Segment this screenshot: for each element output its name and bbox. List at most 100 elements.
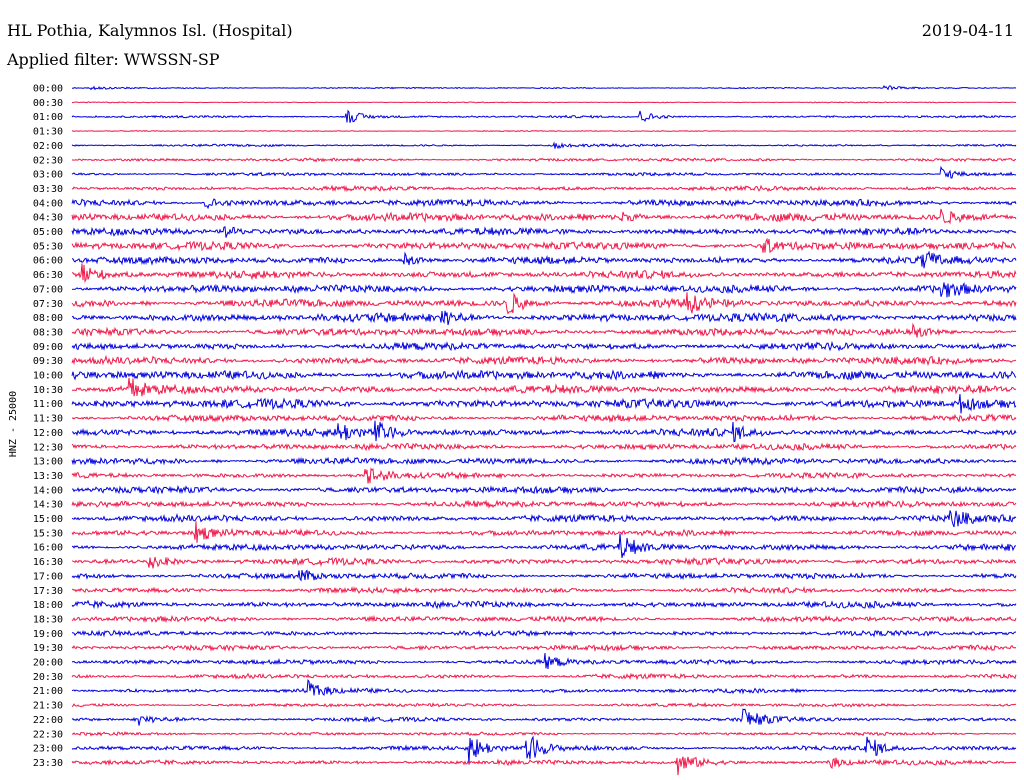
record-date: 2019-04-11 bbox=[921, 21, 1014, 40]
row-time-label: 20:30 bbox=[33, 672, 63, 683]
trace-line bbox=[71, 599, 1017, 610]
row-time-label: 14:30 bbox=[33, 500, 63, 511]
trace-line bbox=[71, 340, 1017, 352]
trace-line bbox=[71, 109, 1017, 123]
row-time-label: 04:00 bbox=[33, 198, 63, 209]
trace-line bbox=[71, 467, 1016, 484]
trace-line bbox=[71, 629, 1017, 638]
row-time-label: 00:30 bbox=[33, 98, 63, 109]
row-time-label: 10:30 bbox=[33, 385, 63, 396]
row-time-label: 21:30 bbox=[33, 701, 63, 712]
trace-line bbox=[71, 756, 1017, 776]
trace-line bbox=[71, 157, 1017, 163]
trace-line bbox=[71, 672, 1017, 681]
row-time-label: 14:00 bbox=[33, 485, 63, 496]
filter-label: Applied filter: WWSSN-SP bbox=[7, 50, 220, 69]
trace-line bbox=[71, 310, 1017, 326]
trace-line bbox=[71, 263, 1017, 283]
trace-line bbox=[71, 413, 1017, 424]
trace-line bbox=[71, 226, 1017, 238]
trace-line bbox=[71, 101, 1017, 104]
row-time-label: 21:00 bbox=[33, 686, 63, 697]
row-time-label: 18:30 bbox=[33, 614, 63, 625]
station-title: HL Pothia, Kalymnos Isl. (Hospital) bbox=[7, 21, 293, 40]
row-time-label: 13:00 bbox=[33, 457, 63, 468]
row-time-label: 18:00 bbox=[33, 600, 63, 611]
trace-line bbox=[71, 354, 1017, 367]
trace-line bbox=[71, 322, 1017, 338]
row-time-label: 08:30 bbox=[33, 327, 63, 338]
trace-line bbox=[71, 643, 1017, 653]
row-time-label: 05:30 bbox=[33, 241, 63, 252]
trace-line bbox=[71, 130, 1017, 133]
row-time-label: 09:30 bbox=[33, 356, 63, 367]
trace-line bbox=[71, 456, 1017, 466]
row-time-label: 17:00 bbox=[33, 571, 63, 582]
trace-line bbox=[71, 141, 1017, 150]
row-time-label: 20:00 bbox=[33, 658, 63, 669]
trace-line bbox=[71, 250, 1017, 269]
row-time-label: 11:00 bbox=[33, 399, 63, 410]
trace-line bbox=[71, 165, 1017, 179]
row-time-label: 17:30 bbox=[33, 586, 63, 597]
trace-line bbox=[71, 394, 1017, 414]
row-time-label: 01:30 bbox=[33, 127, 63, 138]
row-time-label: 19:30 bbox=[33, 643, 63, 654]
trace-line bbox=[71, 237, 1017, 254]
row-time-label: 16:00 bbox=[33, 543, 63, 554]
trace-line bbox=[71, 198, 1017, 210]
trace-line bbox=[71, 369, 1017, 381]
trace-line bbox=[71, 708, 1017, 726]
row-time-label: 07:00 bbox=[33, 284, 63, 295]
trace-line bbox=[71, 521, 1017, 543]
row-time-label: 15:00 bbox=[33, 514, 63, 525]
trace-line bbox=[71, 292, 1017, 315]
trace-line bbox=[71, 442, 1017, 452]
row-time-label: 06:00 bbox=[33, 256, 63, 267]
trace-line bbox=[71, 510, 1017, 528]
trace-line bbox=[71, 208, 1017, 225]
row-time-label: 16:30 bbox=[33, 557, 63, 568]
channel-label: HNZ - 25000 bbox=[8, 391, 19, 457]
row-time-label: 23:00 bbox=[33, 744, 63, 755]
trace-line bbox=[71, 499, 1017, 509]
trace-line bbox=[72, 585, 1017, 595]
row-time-label: 10:00 bbox=[33, 371, 63, 382]
trace-line bbox=[71, 184, 1017, 193]
row-time-label: 11:30 bbox=[33, 414, 63, 425]
row-time-label: 03:30 bbox=[33, 184, 63, 195]
trace-line bbox=[71, 377, 1017, 397]
row-time-label: 08:00 bbox=[33, 313, 63, 324]
trace-line bbox=[71, 652, 1017, 670]
row-time-label: 00:00 bbox=[33, 84, 63, 95]
row-time-label: 05:00 bbox=[33, 227, 63, 238]
trace-line bbox=[71, 731, 1017, 737]
row-time-label: 22:30 bbox=[33, 729, 63, 740]
trace-line bbox=[71, 701, 1017, 708]
row-time-label: 09:00 bbox=[33, 342, 63, 353]
trace-line bbox=[72, 533, 1016, 559]
trace-line bbox=[71, 556, 1017, 569]
row-time-label: 06:30 bbox=[33, 270, 63, 281]
trace-line bbox=[71, 735, 1017, 765]
row-time-label: 12:30 bbox=[33, 442, 63, 453]
row-time-label: 22:00 bbox=[33, 715, 63, 726]
row-time-label: 23:30 bbox=[33, 758, 63, 769]
trace-line bbox=[71, 484, 1017, 495]
row-time-label: 01:00 bbox=[33, 112, 63, 123]
row-time-label: 02:00 bbox=[33, 141, 63, 152]
trace-line bbox=[71, 420, 1017, 443]
row-time-label: 12:00 bbox=[33, 428, 63, 439]
row-time-label: 15:30 bbox=[33, 528, 63, 539]
row-time-label: 04:30 bbox=[33, 213, 63, 224]
row-time-label: 02:30 bbox=[33, 155, 63, 166]
row-time-label: 07:30 bbox=[33, 299, 63, 310]
trace-line bbox=[71, 85, 1017, 91]
trace-line bbox=[71, 614, 1017, 624]
row-time-label: 13:30 bbox=[33, 471, 63, 482]
row-time-label: 19:00 bbox=[33, 629, 63, 640]
trace-line bbox=[71, 569, 1017, 582]
row-time-label: 03:00 bbox=[33, 170, 63, 181]
trace-line bbox=[71, 679, 1017, 696]
